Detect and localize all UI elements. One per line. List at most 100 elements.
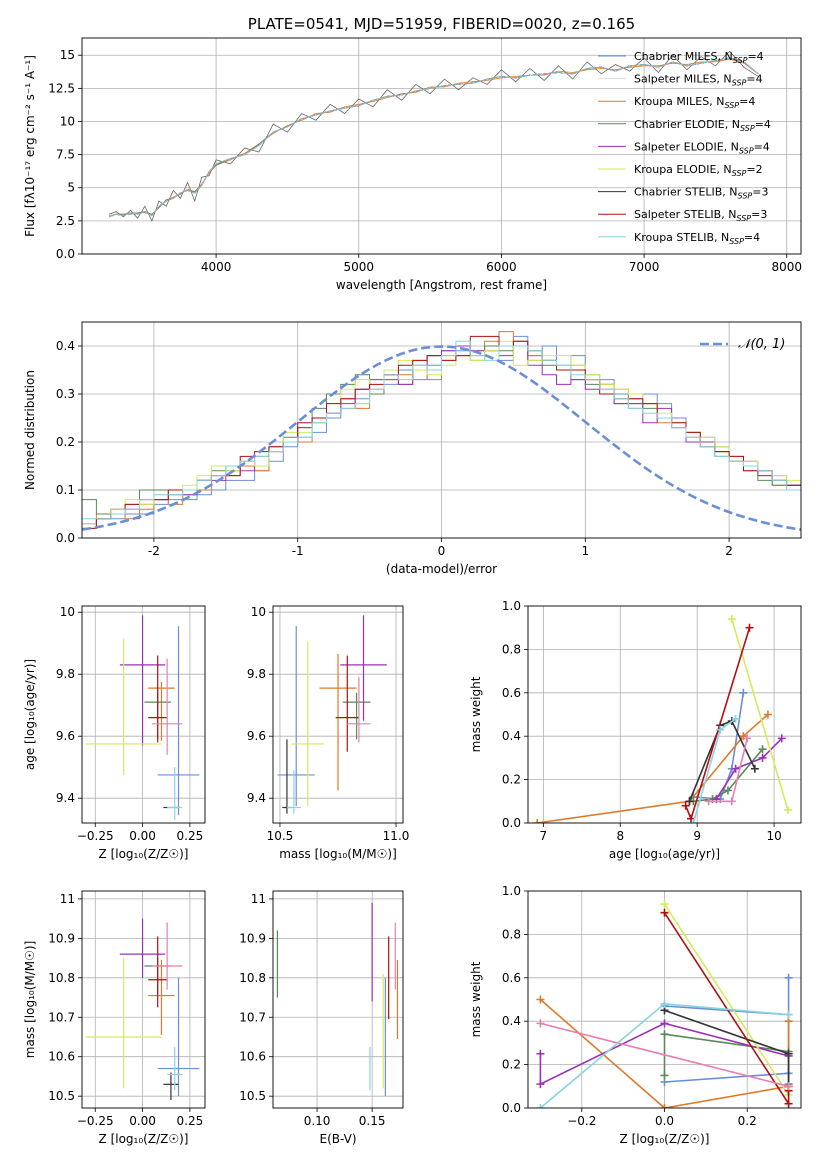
x-tick-label: 8000 — [771, 260, 802, 274]
weight-line — [537, 713, 769, 823]
weight-marker — [731, 714, 740, 723]
weight-vs-age-grid — [528, 606, 801, 823]
weight-marker — [704, 797, 713, 806]
weight-line — [540, 1022, 789, 1088]
y-tick-label: 0.6 — [502, 971, 521, 985]
x-tick-label: 0.15 — [359, 1114, 386, 1128]
y-tick-label: 0.2 — [502, 773, 521, 787]
weight-marker — [536, 1019, 545, 1028]
x-tick-label: 6000 — [486, 260, 517, 274]
x-tick-label: 2 — [725, 544, 733, 558]
errorbar-point — [340, 615, 387, 721]
age-vs-Z-grid — [82, 606, 205, 823]
model-spectrum-line — [109, 58, 759, 216]
y-tick-label: 0.8 — [502, 642, 521, 656]
mass-vs-Z-grid — [82, 891, 205, 1108]
weight-line — [663, 912, 790, 1107]
x-tick-label: 4000 — [201, 260, 232, 274]
legend-label: Kroupa ELODIE, NSSP=2 — [634, 163, 763, 178]
weight-marker — [685, 797, 694, 806]
y-tick-label: 2.5 — [56, 214, 75, 228]
legend-label: Salpeter STELIB, NSSP=3 — [634, 208, 767, 223]
y-tick-label: 1.0 — [502, 599, 521, 613]
y-tick-label: 10.5 — [48, 1089, 75, 1103]
weight-marker — [660, 908, 669, 917]
errorbar-point — [167, 767, 183, 820]
y-tick-label: 9.8 — [56, 667, 75, 681]
y-tick-label: 10 — [60, 114, 75, 128]
weight-vs-age-frame — [527, 605, 802, 824]
weight-line — [715, 737, 783, 800]
x-axis-label: E(B-V) — [319, 1132, 356, 1146]
y-tick-label: 1.0 — [502, 884, 521, 898]
mass-vs-ebv-chart: 0.10 0.15 10.5 10.6 10.7 10.8 10.9 11 E(B-V) — [239, 890, 404, 1146]
spectrum-legend: Chabrier MILES, NSSP=4 Salpeter MILES, NS… — [598, 50, 771, 246]
x-tick-label: 1 — [581, 544, 589, 558]
x-tick-label: 0.00 — [129, 829, 156, 843]
x-tick-label: 10.5 — [267, 829, 294, 843]
x-tick-label: 0 — [438, 544, 446, 558]
weight-marker — [727, 615, 736, 624]
weight-marker — [536, 1080, 545, 1089]
errorbar-point — [335, 655, 359, 752]
x-tick-label: 7 — [540, 829, 548, 843]
weight-line — [663, 903, 790, 1096]
x-tick-label: 5000 — [343, 260, 374, 274]
y-axis-label: mass [log₁₀(M/M☉)] — [23, 941, 37, 1059]
y-tick-label: 9.4 — [56, 791, 75, 805]
spectrum-axes: 4000 5000 6000 7000 8000 0.0 2.5 5 7.5 10 12.5 15 wa… — [23, 15, 802, 292]
mass-vs-Z-chart: −0.25 0.00 0.25 10.5 10.6 10.7 10.8 10.9 11 Z [lo… — [23, 890, 206, 1146]
legend-label: Chabrier ELODIE, NSSP=4 — [634, 118, 771, 133]
errorbar-point — [163, 1072, 179, 1101]
weight-series — [536, 1019, 793, 1091]
age-vs-mass-plot-area — [273, 606, 403, 823]
x-axis-label: Z [log₁₀(Z/Z☉)] — [99, 1132, 189, 1146]
y-axis-label: age [log₁₀(age/yr)] — [23, 659, 37, 770]
errorbar-point — [286, 770, 301, 814]
y-tick-label: 9.8 — [247, 667, 266, 681]
weight-vs-age-plot-area — [528, 606, 801, 823]
weight-series — [685, 717, 759, 806]
x-tick-label: 0.00 — [129, 1114, 156, 1128]
weight-marker — [533, 819, 542, 823]
errorbar-point — [157, 626, 200, 816]
y-tick-label: 0.4 — [502, 1014, 521, 1028]
weight-vs-Z-axes: −0.2 0.0 0.2 0.0 0.2 0.4 0.6 0.8 1.0 Z [log₁₀(Z/Z… — [469, 884, 757, 1146]
weight-line — [731, 618, 789, 811]
spectrum-frame — [81, 37, 802, 255]
weight-marker — [687, 814, 696, 823]
y-tick-label: 0.0 — [56, 247, 75, 261]
x-tick-label: −0.25 — [77, 1114, 114, 1128]
errorbar-point — [277, 626, 315, 806]
mass-vs-ebv-plot-area — [273, 891, 403, 1108]
x-tick-label: 0.25 — [177, 1114, 204, 1128]
legend-label: Kroupa STELIB, NSSP=4 — [634, 231, 760, 246]
y-axis-label: mass weight — [469, 676, 483, 752]
weight-series — [689, 714, 740, 823]
weight-marker — [660, 1104, 669, 1108]
spectrum-chart: 4000 5000 6000 7000 8000 0.0 2.5 5 7.5 10 12.5 15 wa… — [23, 15, 802, 292]
x-axis-label: age [log₁₀(age/yr)] — [609, 847, 720, 861]
mass-vs-ebv-axes: 0.10 0.15 10.5 10.6 10.7 10.8 10.9 11 E(B-V) — [239, 892, 385, 1146]
weight-marker — [723, 786, 732, 795]
weight-marker — [536, 1049, 545, 1058]
weight-line — [688, 719, 756, 802]
weight-line — [693, 748, 764, 803]
errorbar-point — [85, 958, 162, 1089]
errorbar-point — [167, 1046, 183, 1091]
age-vs-mass-frame — [272, 605, 404, 824]
weight-marker — [763, 710, 772, 719]
y-tick-label: 15 — [60, 48, 75, 62]
weight-marker — [536, 1104, 545, 1108]
errorbar-point — [148, 681, 175, 741]
y-tick-label: 0.0 — [56, 531, 75, 545]
y-tick-label: 0.2 — [56, 435, 75, 449]
y-tick-label: 10 — [60, 605, 75, 619]
x-tick-label: 11.0 — [383, 829, 410, 843]
y-tick-label: 0.3 — [56, 387, 75, 401]
errorbar-point — [148, 936, 168, 1008]
y-tick-label: 0.2 — [502, 1058, 521, 1072]
weight-series — [727, 615, 792, 814]
weight-marker — [660, 1019, 669, 1028]
errorbar-point — [85, 638, 162, 775]
